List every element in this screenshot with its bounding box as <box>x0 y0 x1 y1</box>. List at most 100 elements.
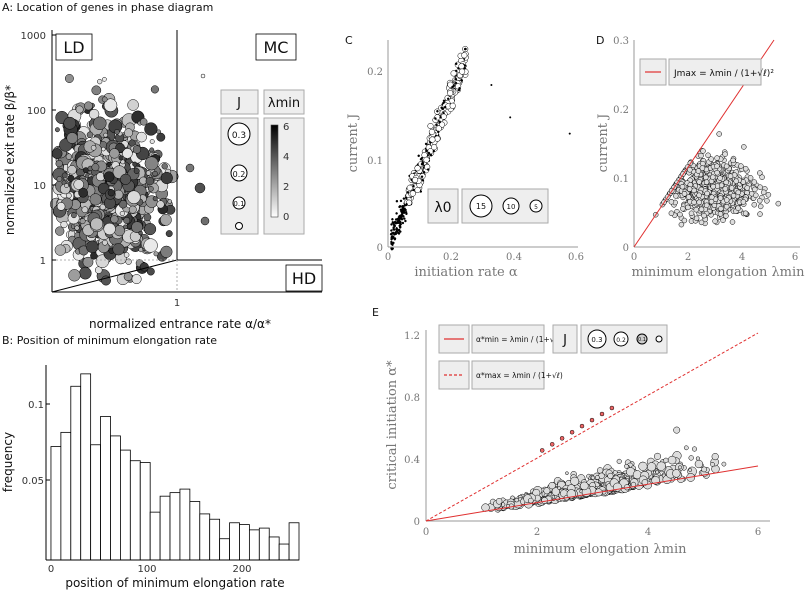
gene-point <box>401 208 404 211</box>
histogram-bar <box>110 435 121 561</box>
gene-point <box>65 153 73 160</box>
gene-point <box>680 205 686 212</box>
histogram-bar <box>139 462 151 561</box>
gene-point <box>437 130 440 134</box>
gene-point <box>118 199 128 209</box>
gene-point <box>89 193 102 206</box>
gene-point <box>714 155 720 161</box>
gene-point <box>723 213 729 219</box>
gene-point <box>569 429 575 435</box>
gene-point <box>426 168 430 171</box>
gene-point <box>721 461 727 467</box>
gene-point <box>454 77 458 81</box>
gene-point <box>144 122 158 136</box>
panel-e-ytick: 0.8 <box>404 393 420 404</box>
panel-e: E 0 0.4 0.8 1.2 0 2 4 6 minimum elongati… <box>372 306 770 557</box>
j-legend-value: 0.1 <box>233 200 244 208</box>
gene-point <box>399 199 403 203</box>
gene-point <box>759 174 765 180</box>
gene-point <box>701 466 707 473</box>
gene-point <box>54 244 66 256</box>
histogram-bar <box>248 529 260 561</box>
gene-point <box>458 87 461 90</box>
gene-point <box>436 109 439 113</box>
panel-e-ytick: 0 <box>414 517 420 528</box>
gene-point <box>55 159 63 168</box>
gene-point <box>703 174 709 181</box>
gene-point <box>514 497 519 503</box>
gene-point <box>156 132 166 142</box>
panel-b: B: Position of minimum elongation rate 0… <box>1 334 300 590</box>
gene-point <box>740 199 747 205</box>
histogram-bar <box>239 524 250 561</box>
gene-point <box>757 170 763 176</box>
gene-point <box>700 148 706 154</box>
gene-point <box>103 171 115 183</box>
gene-point <box>549 442 555 447</box>
gene-point <box>103 222 116 236</box>
gene-point <box>395 228 398 232</box>
gene-point <box>149 147 155 153</box>
gene-point <box>744 185 750 191</box>
gene-point <box>67 165 77 175</box>
alpha-min-line <box>425 465 759 522</box>
gene-point <box>714 169 720 176</box>
gene-point <box>412 176 419 183</box>
gene-point <box>751 179 758 185</box>
panel-e-j-legend-circle <box>655 335 663 343</box>
gene-point <box>722 151 728 157</box>
gene-point <box>54 127 60 133</box>
gene-point <box>454 62 458 66</box>
gene-point <box>127 99 139 111</box>
histogram-bar <box>189 501 201 561</box>
panel-c: C 0 0.1 0.2 0 0.2 0.4 0.6 initiation rat… <box>345 34 584 280</box>
panel-a-ylabel: normalized exit rate β/β* <box>3 85 17 235</box>
histogram-bar <box>100 416 111 561</box>
gene-point <box>548 481 556 490</box>
gene-point <box>127 190 141 204</box>
gene-point <box>741 144 747 150</box>
panel-d-title: D <box>596 34 604 47</box>
panel-c-ytick: 0 <box>377 243 383 254</box>
gene-point <box>747 175 754 181</box>
gene-point <box>557 486 561 490</box>
gene-point <box>64 183 69 188</box>
gene-point <box>392 232 395 235</box>
gene-point <box>764 198 770 204</box>
histogram-bar <box>179 488 191 561</box>
gene-point <box>397 229 401 232</box>
gene-point <box>760 189 767 196</box>
gene-point <box>406 191 410 194</box>
gene-point <box>422 170 426 174</box>
gene-point <box>86 240 99 254</box>
gene-point <box>90 217 104 231</box>
panel-d-legend-formula: Jmax = λmin / (1+√ℓ)² <box>673 68 774 79</box>
gene-point <box>74 225 80 231</box>
panel-c-legend-title: λ0 <box>434 200 451 216</box>
gene-point <box>679 183 686 190</box>
gene-point <box>717 195 724 201</box>
gene-point <box>118 155 124 161</box>
gene-point <box>775 200 782 207</box>
panel-e-xtick: 6 <box>755 527 761 538</box>
j-legend-circle <box>235 222 243 230</box>
gene-point <box>596 467 604 474</box>
gene-point <box>696 199 702 206</box>
gene-point <box>438 121 446 128</box>
panel-a-j-legend-header <box>220 89 259 115</box>
panel-e-ylabel: critical initiation α* <box>385 360 400 490</box>
panel-d-ytick: 0.1 <box>613 174 629 185</box>
gene-point <box>528 497 534 504</box>
gene-point <box>616 458 622 464</box>
panel-d-xtick: 2 <box>685 252 691 263</box>
gene-point <box>698 219 705 226</box>
gene-point <box>432 149 436 153</box>
gene-point <box>720 217 726 223</box>
panel-d-ytick: 0.2 <box>613 105 629 116</box>
histogram-bar <box>229 522 240 561</box>
gene-point <box>109 148 120 159</box>
gene-point <box>434 117 437 120</box>
gene-point <box>123 217 131 224</box>
gene-point <box>122 224 128 230</box>
